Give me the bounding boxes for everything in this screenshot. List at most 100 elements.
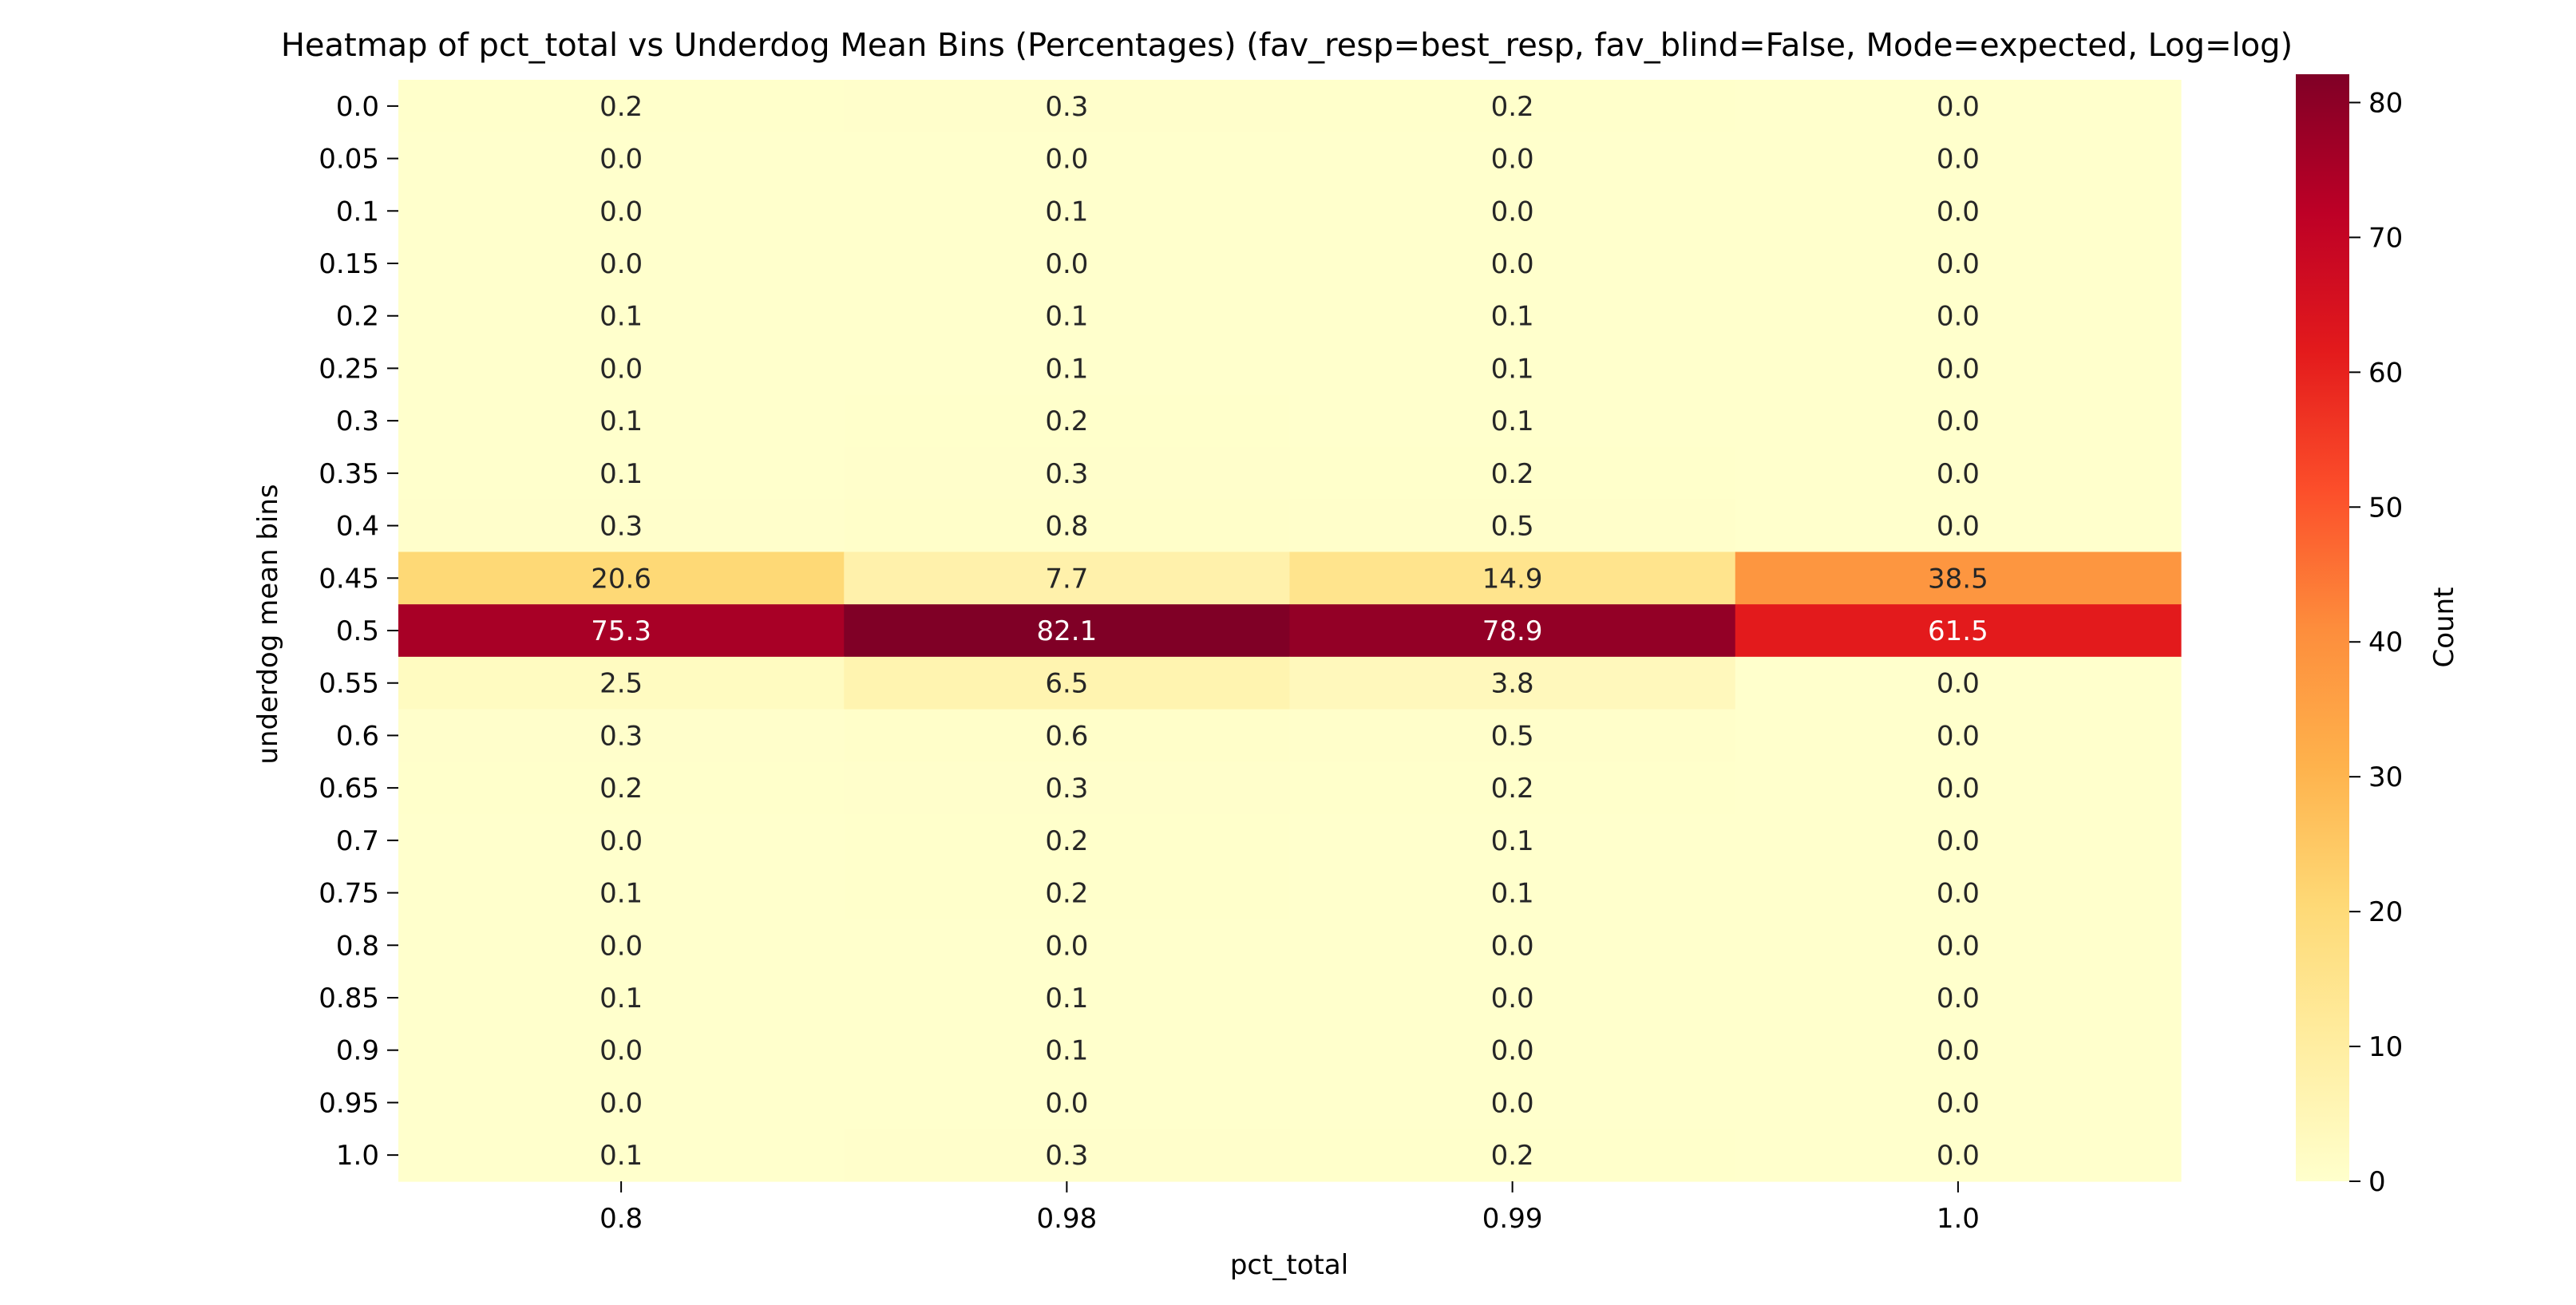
heatmap-cell: [844, 289, 1291, 343]
cell-value-label: 0.0: [599, 196, 643, 227]
heatmap-cell: [398, 342, 845, 395]
heatmap-cell: [1289, 919, 1736, 972]
cell-value-label: 0.0: [1937, 930, 1980, 962]
heatmap-cell: [1735, 499, 2182, 553]
heatmap-cell: [1735, 394, 2182, 448]
cell-value-label: 0.1: [1045, 1035, 1088, 1067]
colorbar: [2296, 74, 2349, 1181]
heatmap-cell: [1289, 132, 1736, 186]
heatmap-cell: [1289, 237, 1736, 291]
heatmap-cell: [1289, 552, 1736, 605]
heatmap-cell: [844, 1129, 1291, 1182]
heatmap-cell: [1735, 184, 2182, 238]
heatmap-cell: [398, 814, 845, 868]
cell-value-label: 0.0: [1937, 825, 1980, 857]
cell-value-label: 0.0: [1045, 930, 1088, 962]
cell-value-label: 0.0: [599, 1035, 643, 1067]
cell-value-label: 0.1: [1045, 353, 1088, 385]
heatmap-cell: [1735, 552, 2182, 605]
heatmap-cell: [1289, 184, 1736, 238]
cell-value-label: 0.1: [1491, 353, 1534, 385]
cell-value-label: 0.0: [1937, 196, 1980, 227]
heatmap-cell: [1289, 342, 1736, 395]
cell-value-label: 14.9: [1482, 563, 1543, 595]
x-axis-label: pct_total: [1230, 1249, 1348, 1281]
cell-value-label: 0.1: [1045, 196, 1088, 227]
cell-value-label: 0.3: [1045, 1140, 1088, 1172]
heatmap-cell: [1735, 132, 2182, 186]
cell-value-label: 0.0: [1937, 668, 1980, 700]
cell-value-label: 0.1: [599, 405, 643, 437]
colorbar-tick-label: 10: [2368, 1031, 2403, 1063]
cell-value-label: 0.0: [1491, 1087, 1534, 1119]
cell-value-label: 0.0: [1491, 1035, 1534, 1067]
cell-value-label: 0.0: [599, 144, 643, 176]
cell-value-label: 75.3: [591, 615, 651, 647]
heatmap-cell: [398, 447, 845, 500]
x-tick-label: 0.8: [599, 1203, 643, 1235]
heatmap-cell: [844, 919, 1291, 972]
heatmap-cell: [844, 394, 1291, 448]
cell-value-label: 61.5: [1928, 615, 1988, 647]
heatmap-cell: [1735, 971, 2182, 1025]
heatmap-cell: [844, 709, 1291, 762]
heatmap-cell: [398, 237, 845, 291]
heatmap-cell: [844, 499, 1291, 553]
y-tick-label: 0.9: [336, 1035, 379, 1067]
y-tick-label: 0.95: [319, 1087, 379, 1119]
cell-value-label: 38.5: [1928, 563, 1988, 595]
cell-value-label: 0.0: [599, 825, 643, 857]
heatmap-cell: [1735, 237, 2182, 291]
cell-value-label: 82.1: [1037, 615, 1098, 647]
cell-value-label: 20.6: [591, 563, 651, 595]
cell-value-label: 0.1: [1045, 301, 1088, 333]
heatmap-cell: [398, 1129, 845, 1182]
cell-value-label: 0.0: [1045, 144, 1088, 176]
cell-value-label: 0.1: [1491, 405, 1534, 437]
heatmap-cell: [1289, 289, 1736, 343]
colorbar-label: Count: [2428, 587, 2460, 668]
colorbar-tick-label: 40: [2368, 627, 2403, 658]
x-tick-label: 1.0: [1937, 1203, 1980, 1235]
x-tick-label: 0.98: [1037, 1203, 1098, 1235]
heatmap-cell: [844, 656, 1291, 710]
heatmap-cell: [398, 866, 845, 920]
colorbar-tick-label: 0: [2368, 1166, 2386, 1198]
heatmap-cell: [844, 552, 1291, 605]
heatmap-cell: [844, 342, 1291, 395]
y-tick-label: 0.3: [336, 405, 379, 437]
cell-value-label: 0.0: [1491, 930, 1534, 962]
cell-value-label: 78.9: [1482, 615, 1543, 647]
cell-value-label: 0.0: [1937, 511, 1980, 543]
heatmap-cell: [1735, 447, 2182, 500]
heatmap-cell: [1735, 761, 2182, 815]
y-axis-label: underdog mean bins: [252, 484, 284, 764]
y-tick-label: 0.7: [336, 825, 379, 857]
cell-value-label: 0.0: [599, 353, 643, 385]
heatmap-cell: [844, 814, 1291, 868]
cell-value-label: 0.0: [1491, 144, 1534, 176]
cell-value-label: 0.1: [1491, 878, 1534, 910]
cell-value-label: 2.5: [599, 668, 643, 700]
cell-value-label: 0.8: [1045, 511, 1088, 543]
heatmap-cell: [1735, 919, 2182, 972]
heatmap-cell: [1289, 1023, 1736, 1078]
y-tick-label: 0.55: [319, 668, 379, 700]
cell-value-label: 0.0: [1491, 983, 1534, 1014]
cell-value-label: 0.2: [1045, 825, 1088, 857]
colorbar-tick-label: 20: [2368, 896, 2403, 928]
heatmap-cell: [1735, 1076, 2182, 1129]
heatmap-cell: [398, 132, 845, 186]
heatmap-cell: [398, 80, 845, 133]
cell-value-label: 0.0: [1937, 144, 1980, 176]
heatmap-cell: [398, 761, 845, 815]
heatmap-cell: [398, 709, 845, 762]
heatmap-cell: [1289, 709, 1736, 762]
y-tick-label: 0.4: [336, 511, 379, 543]
colorbar-tick-label: 70: [2368, 222, 2403, 254]
heatmap-cell: [1735, 604, 2182, 658]
heatmap-cell: [1289, 499, 1736, 553]
heatmap-cell: [398, 552, 845, 605]
cell-value-label: 0.0: [599, 1087, 643, 1119]
